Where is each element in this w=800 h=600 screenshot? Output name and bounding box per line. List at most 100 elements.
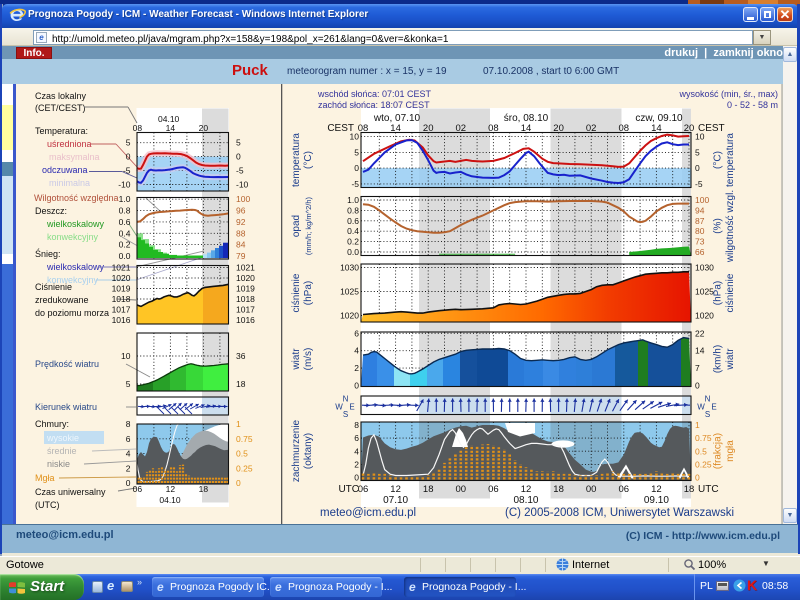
svg-text:92: 92 (236, 217, 246, 227)
svg-text:6: 6 (354, 328, 359, 338)
svg-text:10: 10 (121, 351, 131, 361)
svg-text:02: 02 (586, 123, 597, 134)
svg-text:04.10: 04.10 (158, 114, 180, 124)
svg-text:(C) 2005-2008 ICM, Uniwersytet: (C) 2005-2008 ICM, Uniwersytet Warszawsk… (505, 507, 734, 519)
svg-text:CEST: CEST (698, 123, 725, 134)
svg-text:odczuwana: odczuwana (42, 165, 88, 175)
svg-text:14: 14 (390, 123, 401, 134)
svg-text:1020: 1020 (236, 273, 255, 283)
svg-text:1019: 1019 (112, 284, 131, 294)
svg-text:1.0: 1.0 (347, 195, 359, 205)
svg-text:14: 14 (521, 123, 532, 134)
svg-text:18: 18 (423, 484, 434, 495)
svg-text:36: 36 (236, 351, 246, 361)
svg-text:4: 4 (354, 346, 359, 356)
svg-text:0.75: 0.75 (695, 433, 712, 443)
svg-text:12: 12 (166, 484, 176, 494)
svg-text:Deszcz:: Deszcz: (35, 206, 67, 216)
svg-text:5: 5 (236, 138, 241, 148)
svg-text:-5: -5 (695, 179, 703, 189)
svg-text:konwekcyjny: konwekcyjny (47, 275, 99, 285)
svg-text:09.10: 09.10 (644, 495, 669, 506)
svg-text:10: 10 (350, 132, 360, 142)
svg-text:1.0: 1.0 (119, 194, 131, 204)
svg-text:-10: -10 (118, 180, 131, 190)
svg-text:22: 22 (695, 328, 705, 338)
svg-text:N: N (343, 395, 349, 404)
svg-text:0.2: 0.2 (347, 237, 359, 247)
svg-text:(hPa): (hPa) (713, 281, 724, 305)
svg-text:8: 8 (354, 420, 359, 430)
svg-text:temperatura: temperatura (725, 133, 736, 187)
svg-text:08: 08 (488, 123, 499, 134)
svg-text:84: 84 (236, 240, 246, 250)
svg-text:Prędkość wiatru: Prędkość wiatru (35, 359, 99, 369)
svg-text:12: 12 (651, 484, 662, 495)
svg-text:W: W (697, 403, 705, 412)
svg-text:1: 1 (236, 419, 241, 429)
svg-text:88: 88 (236, 228, 246, 238)
svg-text:zachmurzenie: zachmurzenie (291, 419, 302, 482)
svg-text:wiatr: wiatr (725, 348, 736, 371)
svg-text:08: 08 (618, 123, 629, 134)
svg-text:Kierunek wiatru: Kierunek wiatru (35, 402, 97, 412)
svg-text:(hPa): (hPa) (303, 281, 314, 305)
svg-text:E: E (349, 403, 354, 412)
svg-text:0.6: 0.6 (119, 217, 131, 227)
svg-text:0: 0 (126, 152, 131, 162)
svg-text:2: 2 (126, 463, 131, 473)
svg-text:0.8: 0.8 (347, 205, 359, 215)
svg-text:zachód słońca: 18:07 CEST: zachód słońca: 18:07 CEST (318, 100, 430, 110)
svg-text:1018: 1018 (236, 294, 255, 304)
svg-text:1: 1 (695, 420, 700, 430)
svg-text:0.4: 0.4 (347, 226, 359, 236)
svg-text:(CET/CEST): (CET/CEST) (35, 103, 86, 113)
svg-text:06: 06 (618, 484, 629, 495)
svg-text:ciśnienie: ciśnienie (725, 273, 736, 312)
svg-text:80: 80 (695, 226, 705, 236)
svg-text:20: 20 (553, 123, 564, 134)
svg-text:07.10: 07.10 (383, 495, 408, 506)
svg-text:1021: 1021 (236, 263, 255, 273)
svg-text:meteo@icm.edu.pl: meteo@icm.edu.pl (320, 507, 416, 519)
svg-text:0: 0 (236, 478, 241, 488)
svg-text:5: 5 (126, 379, 131, 389)
svg-text:10: 10 (695, 132, 705, 142)
svg-text:6: 6 (354, 433, 359, 443)
svg-text:73: 73 (695, 237, 705, 247)
svg-text:4: 4 (126, 449, 131, 459)
svg-text:0: 0 (695, 163, 700, 173)
svg-text:czw, 09.10: czw, 09.10 (635, 113, 683, 124)
svg-text:1020: 1020 (112, 273, 131, 283)
svg-text:-10: -10 (236, 180, 249, 190)
svg-text:0: 0 (236, 152, 241, 162)
svg-text:(km/h): (km/h) (713, 345, 724, 373)
svg-text:Czas uniwersalny: Czas uniwersalny (35, 487, 106, 497)
svg-text:UTC: UTC (698, 484, 719, 495)
svg-text:0.75: 0.75 (236, 434, 253, 444)
svg-text:(m/s): (m/s) (303, 348, 314, 371)
svg-text:0.6: 0.6 (347, 216, 359, 226)
svg-text:0: 0 (695, 381, 700, 391)
svg-text:4: 4 (354, 446, 359, 456)
svg-text:1019: 1019 (236, 284, 255, 294)
svg-text:0.25: 0.25 (695, 459, 712, 469)
svg-text:-5: -5 (123, 166, 131, 176)
svg-text:1025: 1025 (695, 287, 714, 297)
svg-text:Ciśnienie: Ciśnienie (35, 282, 72, 292)
svg-text:1025: 1025 (340, 287, 359, 297)
svg-text:94: 94 (695, 205, 705, 215)
svg-text:1021: 1021 (112, 263, 131, 273)
svg-text:0.0: 0.0 (347, 247, 359, 257)
svg-text:E: E (711, 403, 716, 412)
svg-text:5: 5 (695, 147, 700, 157)
svg-text:wysokie: wysokie (46, 433, 79, 443)
svg-text:ciśnienie: ciśnienie (291, 273, 302, 312)
svg-text:06: 06 (358, 484, 369, 495)
svg-text:(mm/h; kg/m^2/h): (mm/h; kg/m^2/h) (304, 196, 313, 255)
svg-text:wielkoskalowy: wielkoskalowy (46, 262, 105, 272)
svg-text:S: S (343, 410, 348, 419)
svg-text:18: 18 (684, 484, 695, 495)
svg-text:1017: 1017 (236, 305, 255, 315)
svg-text:1016: 1016 (236, 315, 255, 325)
